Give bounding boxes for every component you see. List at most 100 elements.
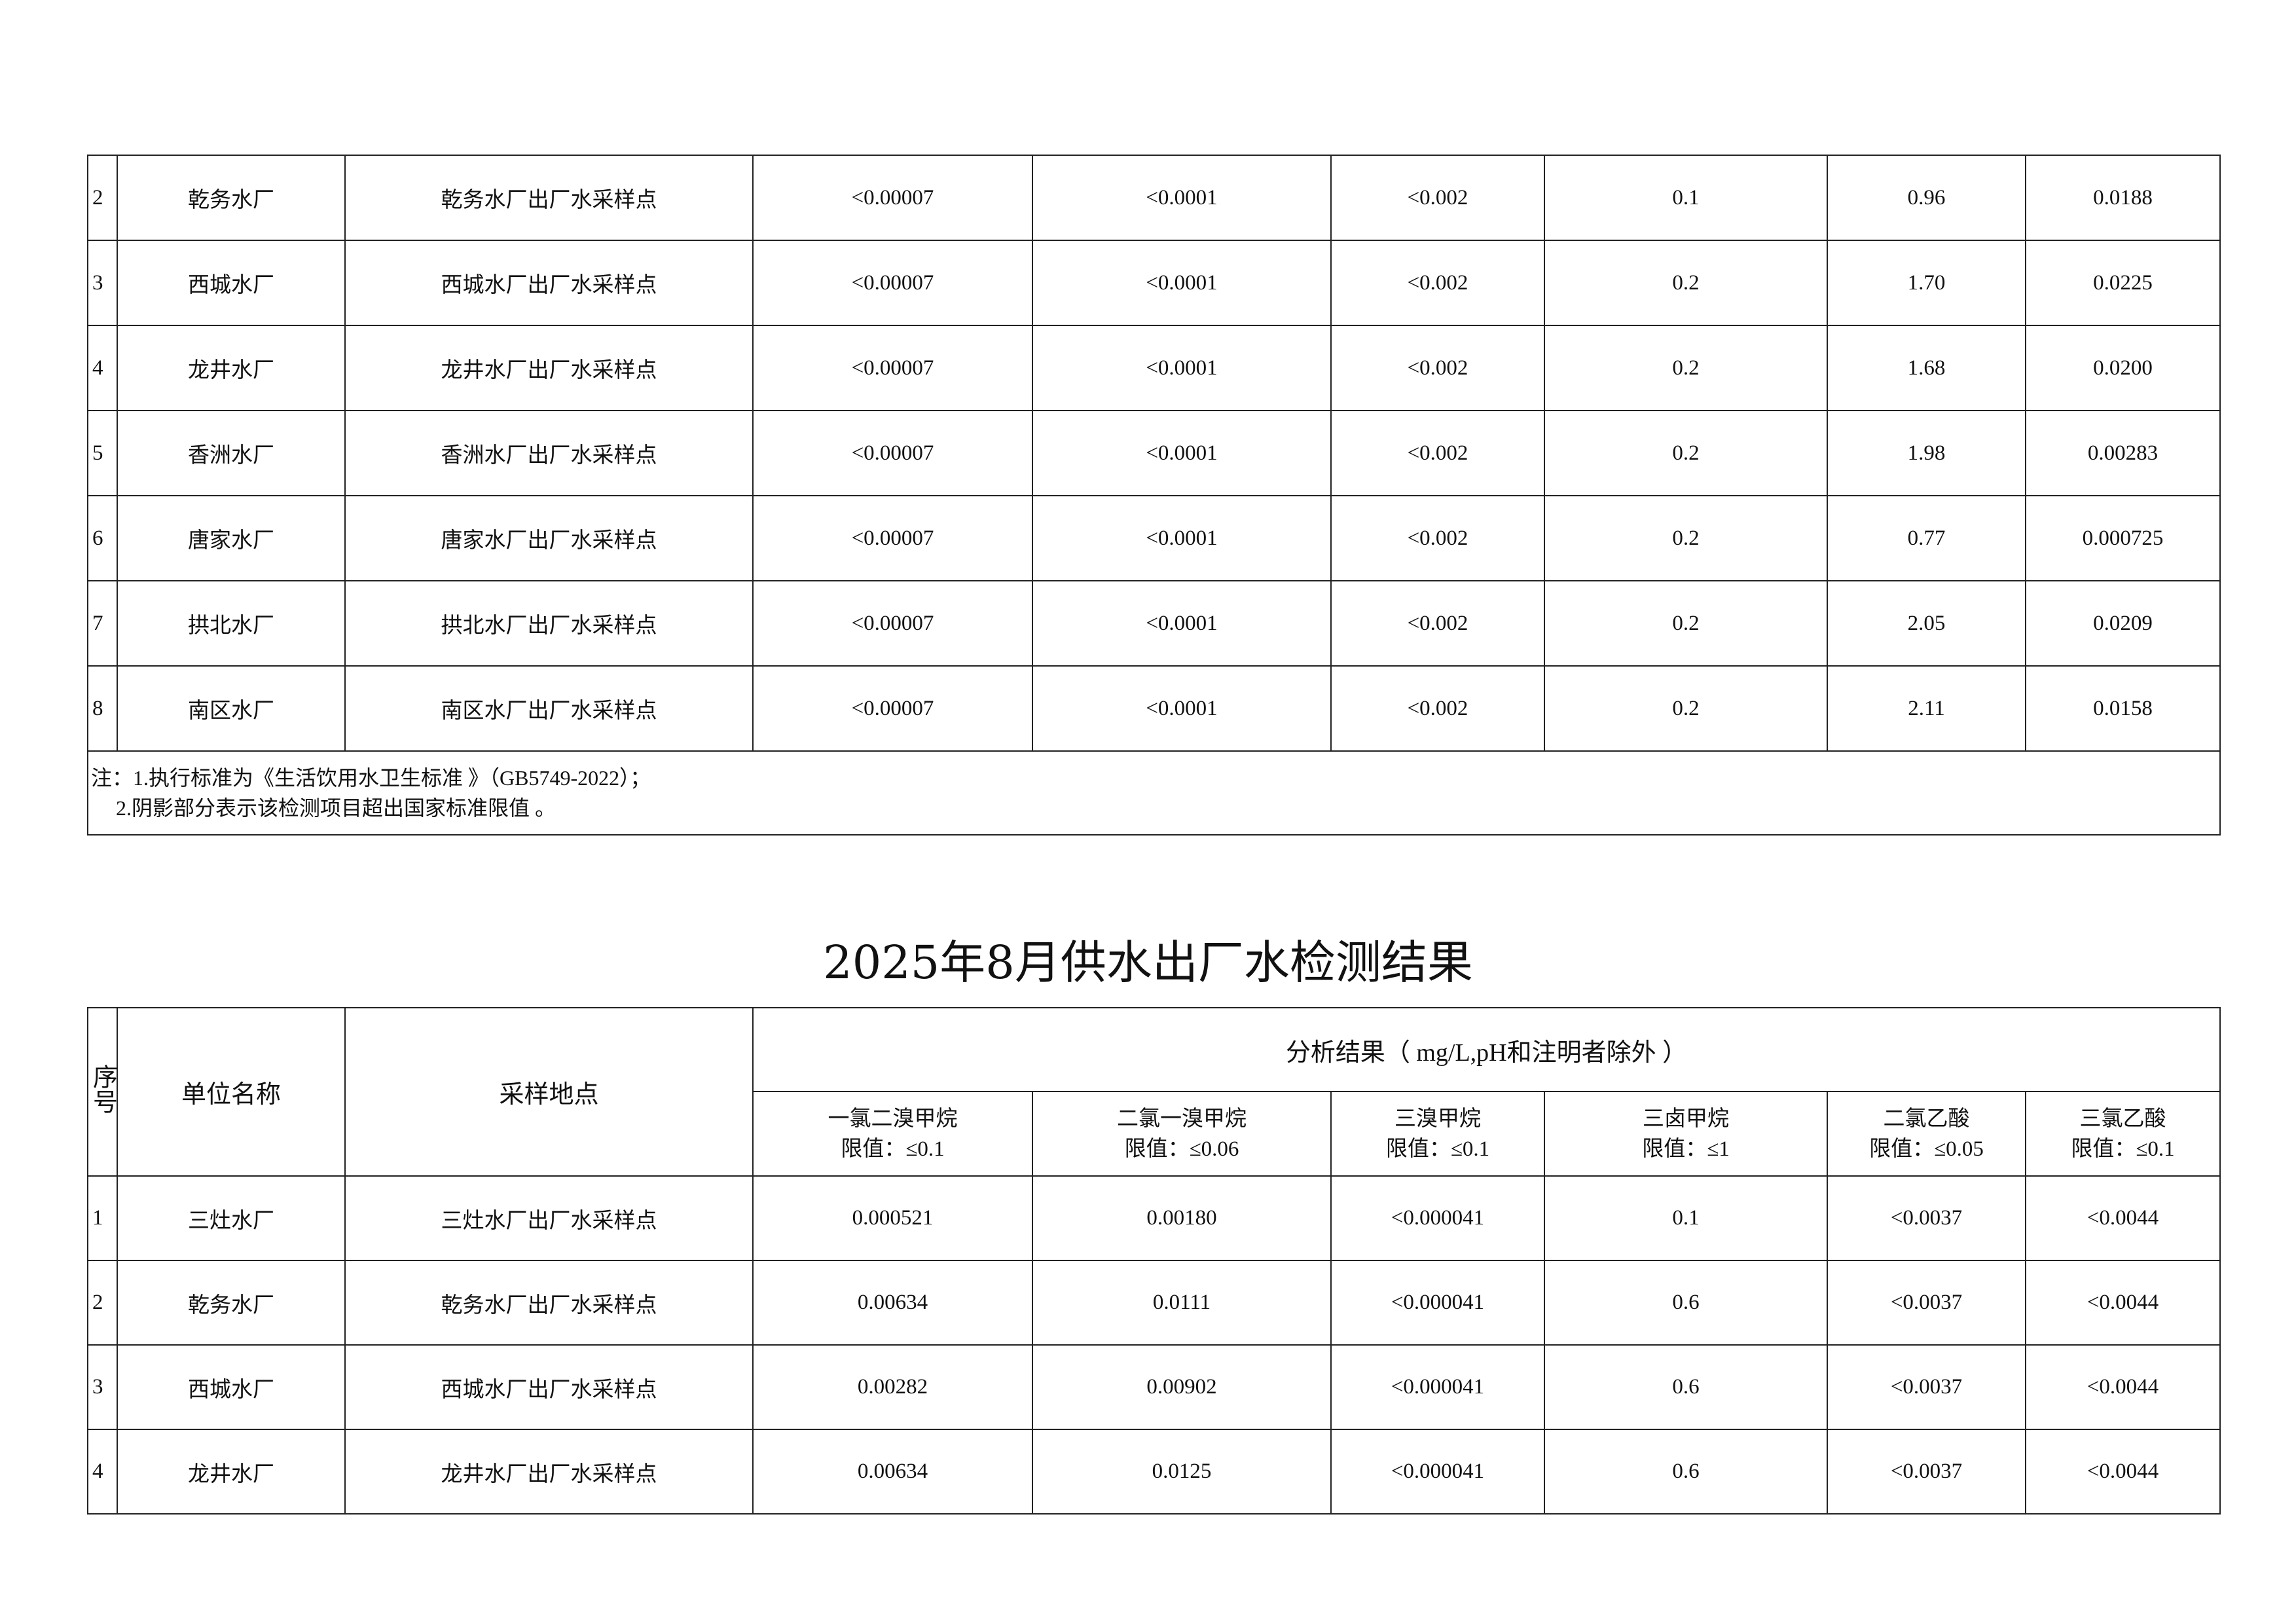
cell-value: 0.2: [1544, 325, 1828, 411]
cell-value: <0.000041: [1330, 1175, 1545, 1261]
note-line-1: 注：1.执行标准为《生活饮用水卫生标准 》（GB5749-2022）；: [91, 766, 651, 790]
cell-value: <0.002: [1330, 410, 1545, 496]
cell-value: 0.000521: [752, 1175, 1033, 1261]
cell-value: 0.00180: [1032, 1175, 1332, 1261]
cell-site: 三灶水厂出厂水采样点: [344, 1175, 754, 1261]
cell-value: 0.00902: [1032, 1344, 1332, 1430]
cell-value: <0.0001: [1032, 325, 1332, 411]
cell-unit: 香洲水厂: [117, 410, 346, 496]
cell-unit: 西城水厂: [117, 1344, 346, 1430]
cell-value: 0.0158: [2025, 665, 2221, 752]
cell-value: 0.0200: [2025, 325, 2221, 411]
cell-unit: 三灶水厂: [117, 1175, 346, 1261]
cell-value: <0.0037: [1827, 1344, 2026, 1430]
table-row: 5 香洲水厂 香洲水厂出厂水采样点 <0.00007 <0.0001 <0.002 0.2 1…: [87, 410, 2221, 496]
parameter-limit: 限值：≤0.1: [1385, 1137, 1490, 1161]
cell-value: 0.6: [1544, 1429, 1828, 1515]
cell-value: <0.0001: [1032, 410, 1332, 496]
table-row: 7 拱北水厂 拱北水厂出厂水采样点 <0.00007 <0.0001 <0.002 0.2 2…: [87, 580, 2221, 667]
parameter-limit: 限值：≤0.1: [2071, 1137, 2175, 1161]
results-table-continued: 2 乾务水厂 乾务水厂出厂水采样点 <0.00007 <0.0001 <0.002 0.1 0…: [87, 155, 2221, 836]
table-row: 8 南区水厂 南区水厂出厂水采样点 <0.00007 <0.0001 <0.002 0.2 2…: [87, 665, 2221, 752]
cell-value: 0.77: [1827, 495, 2026, 581]
cell-value: <0.00007: [752, 155, 1033, 241]
cell-value: 0.1: [1544, 1175, 1828, 1261]
table-row: 3 西城水厂 西城水厂出厂水采样点 <0.00007 <0.0001 <0.002 0.2 1…: [87, 240, 2221, 326]
results-table-august-2025: 序号 单位名称 采样地点 分析结果（ mg/L,pH和注明者除外 ） 一氯二溴甲…: [87, 1007, 2221, 1515]
cell-value: <0.0044: [2025, 1175, 2221, 1261]
cell-site: 拱北水厂出厂水采样点: [344, 580, 754, 667]
header-row: 序号 单位名称 采样地点 分析结果（ mg/L,pH和注明者除外 ）: [87, 1007, 2221, 1177]
table-row: 4 龙井水厂 龙井水厂出厂水采样点 <0.00007 <0.0001 <0.002 0.2 1…: [87, 325, 2221, 411]
cell-value: <0.0044: [2025, 1429, 2221, 1515]
table-row: 3 西城水厂 西城水厂出厂水采样点 0.00282 0.00902 <0.000041 0.…: [87, 1344, 2221, 1430]
note-row: 注：1.执行标准为《生活饮用水卫生标准 》（GB5749-2022）； 2.阴影部…: [87, 750, 2221, 836]
cell-site: 西城水厂出厂水采样点: [344, 1344, 754, 1430]
cell-value: 0.2: [1544, 495, 1828, 581]
cell-value: <0.0001: [1032, 155, 1332, 241]
cell-value: 0.0225: [2025, 240, 2221, 326]
cell-value: <0.0001: [1032, 580, 1332, 667]
header-parameter: 二氯一溴甲烷 限值：≤0.06: [1032, 1091, 1332, 1177]
cell-site: 西城水厂出厂水采样点: [344, 240, 754, 326]
cell-value: <0.0037: [1827, 1175, 2026, 1261]
cell-value: 0.0188: [2025, 155, 2221, 241]
cell-site: 乾务水厂出厂水采样点: [344, 155, 754, 241]
cell-value: <0.0037: [1827, 1429, 2026, 1515]
cell-unit: 龙井水厂: [117, 1429, 346, 1515]
cell-value: <0.002: [1330, 495, 1545, 581]
cell-value: 0.00282: [752, 1344, 1033, 1430]
cell-seq: 2: [87, 1260, 118, 1346]
cell-unit: 乾务水厂: [117, 1260, 346, 1346]
cell-value: <0.00007: [752, 495, 1033, 581]
cell-value: 0.0209: [2025, 580, 2221, 667]
table-row: 2 乾务水厂 乾务水厂出厂水采样点 0.00634 0.0111 <0.000041 0.6…: [87, 1260, 2221, 1346]
cell-value: <0.000041: [1330, 1429, 1545, 1515]
cell-value: <0.0044: [2025, 1260, 2221, 1346]
parameter-limit: 限值：≤0.06: [1124, 1137, 1239, 1161]
cell-unit: 乾务水厂: [117, 155, 346, 241]
cell-site: 南区水厂出厂水采样点: [344, 665, 754, 752]
cell-site: 唐家水厂出厂水采样点: [344, 495, 754, 581]
cell-unit: 南区水厂: [117, 665, 346, 752]
cell-value: 0.2: [1544, 580, 1828, 667]
table-row: 1 三灶水厂 三灶水厂出厂水采样点 0.000521 0.00180 <0.000041 0…: [87, 1175, 2221, 1261]
note-line-2: 2.阴影部分表示该检测项目超出国家标准限值 。: [116, 796, 556, 820]
parameter-limit: 限值：≤0.05: [1869, 1137, 1984, 1161]
cell-seq: 3: [87, 1344, 118, 1430]
header-unit: 单位名称: [117, 1007, 346, 1177]
cell-value: 0.96: [1827, 155, 2026, 241]
cell-value: <0.0037: [1827, 1260, 2026, 1346]
cell-seq: 5: [87, 410, 118, 496]
header-parameter: 三氯乙酸 限值：≤0.1: [2025, 1091, 2221, 1177]
cell-value: <0.0001: [1032, 240, 1332, 326]
table-row: 4 龙井水厂 龙井水厂出厂水采样点 0.00634 0.0125 <0.000041 0.6…: [87, 1429, 2221, 1515]
cell-value: <0.00007: [752, 580, 1033, 667]
cell-site: 乾务水厂出厂水采样点: [344, 1260, 754, 1346]
cell-seq: 3: [87, 240, 118, 326]
parameter-name: 三溴甲烷: [1394, 1107, 1481, 1131]
cell-value: <0.002: [1330, 580, 1545, 667]
cell-unit: 龙井水厂: [117, 325, 346, 411]
cell-seq: 7: [87, 580, 118, 667]
cell-seq: 6: [87, 495, 118, 581]
header-parameter: 三溴甲烷限值：≤0.1: [1330, 1091, 1545, 1177]
cell-site: 龙井水厂出厂水采样点: [344, 325, 754, 411]
cell-value: 0.0125: [1032, 1429, 1332, 1515]
cell-value: <0.00007: [752, 665, 1033, 752]
cell-value: 0.6: [1544, 1260, 1828, 1346]
cell-value: <0.000041: [1330, 1260, 1545, 1346]
parameter-name: 二氯一溴甲烷: [1117, 1107, 1247, 1131]
cell-value: <0.00007: [752, 325, 1033, 411]
cell-value: 1.68: [1827, 325, 2026, 411]
cell-seq: 1: [87, 1175, 118, 1261]
parameter-limit: 限值：≤1: [1642, 1137, 1730, 1161]
header-parameter: 一氯二溴甲烷 限值：≤0.1: [752, 1091, 1033, 1177]
header-parameter: 三卤甲烷 限值：≤1: [1544, 1091, 1828, 1177]
cell-value: 0.00283: [2025, 410, 2221, 496]
cell-value: 0.00634: [752, 1429, 1033, 1515]
parameter-limit: 限值：≤0.1: [841, 1137, 945, 1161]
cell-value: <0.002: [1330, 155, 1545, 241]
cell-value: 2.05: [1827, 580, 2026, 667]
parameter-name: 一氯二溴甲烷: [828, 1107, 958, 1131]
